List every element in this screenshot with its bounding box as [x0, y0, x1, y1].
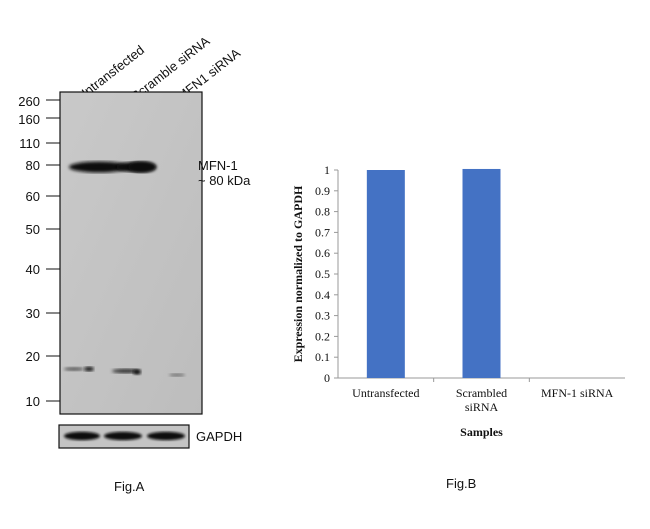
bar — [366, 170, 405, 378]
x-tick-label: Scrambled — [456, 386, 507, 400]
gapdh-blot — [58, 424, 190, 449]
band-label-mfn1: MFN-1 ~ 80 kDa — [198, 158, 250, 188]
figure-a-caption: Fig.A — [114, 479, 145, 494]
y-tick-label: 0.5 — [315, 267, 330, 281]
band-lowmw-lane1 — [84, 366, 94, 372]
band-gapdh-lane2 — [104, 431, 142, 441]
band-gapdh-lane3 — [147, 431, 185, 441]
y-tick-label: 0.6 — [315, 246, 330, 260]
mw-marker-10: 10 — [25, 394, 40, 409]
band-lowmw-lane2b — [133, 369, 141, 375]
y-tick-label: 0.9 — [315, 184, 330, 198]
bar — [462, 168, 501, 378]
gapdh-label: GAPDH — [196, 429, 243, 444]
mw-marker-110: 110 — [19, 136, 40, 151]
mw-marker-80: 80 — [25, 158, 40, 173]
mw-marker-40: 40 — [25, 262, 40, 277]
band-lowmw-lane2 — [112, 368, 140, 374]
y-tick-label: 0.8 — [315, 205, 330, 219]
y-tick-label: 0.7 — [315, 225, 330, 239]
mw-marker-260: 260 — [18, 94, 40, 109]
y-tick-label: 0.1 — [315, 350, 330, 364]
figure-b-caption: Fig.B — [446, 476, 477, 491]
band-mfn1-lane1 — [69, 161, 129, 173]
x-tick-label: Untransfected — [352, 386, 419, 400]
band-lowmw-lane3 — [169, 373, 185, 377]
x-tick-label: MFN-1 siRNA — [541, 386, 614, 400]
band-label-size: ~ 80 kDa — [198, 173, 251, 188]
mw-marker-160: 160 — [18, 112, 40, 127]
bar-chart: 0 0.1 0.2 0.3 0.4 0.5 0.6 0.7 0.8 0.9 1 Untransfect… — [291, 163, 625, 439]
y-tick-label: 0 — [324, 371, 330, 385]
band-gapdh-lane1 — [64, 431, 100, 441]
band-label-protein: MFN-1 — [198, 158, 238, 173]
x-tick-label: siRNA — [465, 400, 499, 414]
blot-image — [46, 91, 203, 415]
band-mfn1-lane2b — [128, 161, 156, 173]
mw-marker-60: 60 — [25, 189, 40, 204]
mw-marker-50: 50 — [25, 222, 40, 237]
y-axis-title: Expression normalized to GAPDH — [291, 185, 305, 362]
y-tick-label: 0.4 — [315, 288, 330, 302]
mw-marker-20: 20 — [25, 349, 40, 364]
mw-marker-30: 30 — [25, 306, 40, 321]
y-tick-label: 1 — [324, 163, 330, 177]
y-tick-label: 0.3 — [315, 309, 330, 323]
y-tick-label: 0.2 — [315, 329, 330, 343]
band-lowmw-lane1-faint — [64, 367, 84, 371]
x-axis-title: Samples — [460, 425, 503, 439]
